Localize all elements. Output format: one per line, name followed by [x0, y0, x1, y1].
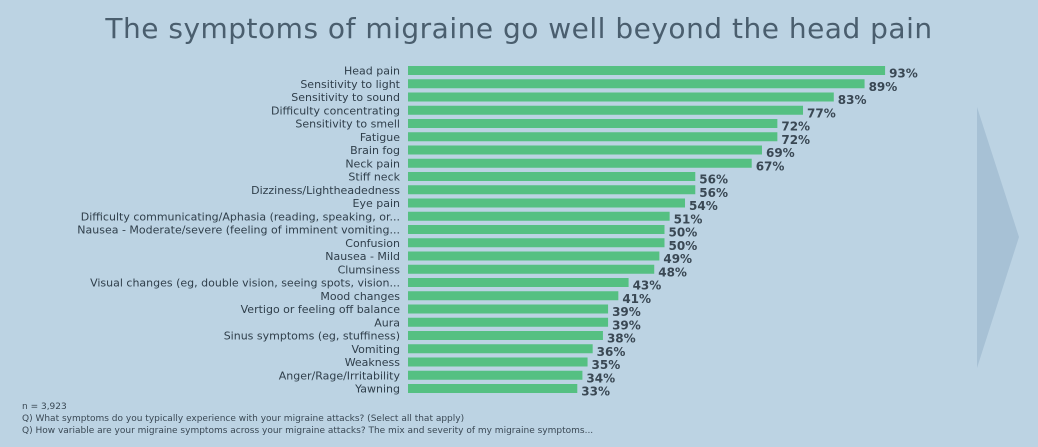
category-label: Nausea - Mild [325, 250, 400, 263]
category-label: Visual changes (eg, double vision, seein… [90, 277, 400, 290]
bar [408, 251, 660, 261]
bar [408, 357, 588, 367]
category-label: Clumsiness [338, 263, 401, 276]
category-label: Fatigue [360, 131, 400, 144]
category-label: Weakness [345, 356, 401, 369]
footnotes: n = 3,923 Q) What symptoms do you typica… [22, 401, 593, 437]
category-label: Confusion [345, 237, 400, 250]
value-label: 50% [669, 226, 698, 240]
value-label: 39% [612, 305, 641, 319]
category-label: Sensitivity to sound [291, 91, 400, 104]
value-label: 56% [699, 173, 728, 187]
next-arrow-icon [977, 107, 1019, 368]
bar [408, 238, 665, 248]
value-label: 72% [781, 120, 810, 134]
value-label: 35% [592, 358, 621, 372]
value-label: 38% [607, 332, 636, 346]
category-label: Brain fog [350, 144, 400, 157]
category-label: Sensitivity to smell [295, 118, 400, 131]
category-label: Neck pain [345, 157, 400, 170]
value-label: 36% [597, 345, 626, 359]
value-label: 93% [889, 67, 918, 81]
bar [408, 264, 655, 274]
category-label: Aura [374, 316, 400, 329]
value-label: 54% [689, 199, 718, 213]
bar [408, 79, 865, 89]
bar [408, 198, 686, 208]
bar [408, 317, 609, 327]
bar [408, 119, 778, 128]
category-label: Sensitivity to light [300, 78, 400, 91]
bar [408, 370, 583, 380]
value-label: 39% [612, 318, 641, 332]
value-label: 48% [658, 265, 687, 279]
sample-size-note: n = 3,923 [22, 402, 67, 412]
category-label: Difficulty concentrating [271, 104, 400, 117]
bars [408, 66, 886, 393]
value-label: 69% [766, 146, 795, 160]
bar [408, 92, 834, 102]
category-label: Difficulty communicating/Aphasia (readin… [81, 210, 400, 223]
bar [408, 344, 593, 354]
value-labels: 93%89%83%77%72%72%69%67%56%56%54%51%50%5… [581, 67, 918, 399]
bar [408, 331, 603, 340]
value-label: 89% [869, 80, 898, 94]
value-label: 77% [807, 106, 836, 120]
question-note-1: Q) What symptoms do you typically experi… [22, 414, 465, 424]
value-label: 34% [586, 371, 615, 385]
category-label: Vomiting [352, 343, 401, 356]
category-label: Eye pain [353, 197, 401, 210]
bar [408, 225, 665, 234]
value-label: 83% [838, 93, 867, 107]
category-label: Sinus symptoms (eg, stuffiness) [224, 330, 400, 343]
value-label: 72% [781, 133, 810, 147]
bar [408, 172, 696, 181]
bar [408, 66, 886, 75]
chart-title: The symptoms of migraine go well beyond … [105, 12, 933, 45]
bar [408, 211, 670, 221]
bar [408, 132, 778, 142]
category-label: Head pain [344, 65, 400, 78]
value-label: 56% [699, 186, 728, 200]
bar [408, 278, 629, 287]
question-note-2: Q) How variable are your migraine sympto… [22, 426, 594, 436]
value-label: 49% [663, 252, 692, 266]
category-label: Dizziness/Lightheadedness [251, 184, 400, 197]
category-label: Stiff neck [348, 171, 400, 184]
value-label: 51% [674, 212, 703, 226]
category-label: Mood changes [320, 290, 400, 303]
value-label: 43% [633, 279, 662, 293]
bar [408, 158, 752, 168]
category-label: Anger/Rage/Irritability [279, 369, 401, 382]
bar [408, 384, 578, 393]
value-label: 50% [669, 239, 698, 253]
category-label: Vertigo or feeling off balance [241, 303, 401, 316]
bar [408, 145, 762, 155]
value-label: 41% [622, 292, 651, 306]
bar [408, 105, 804, 115]
value-label: 33% [581, 385, 610, 399]
bar [408, 304, 609, 314]
bar [408, 185, 696, 195]
bar [408, 291, 619, 301]
category-label: Yawning [354, 383, 400, 396]
value-label: 67% [756, 159, 785, 173]
category-label: Nausea - Moderate/severe (feeling of imm… [77, 224, 400, 237]
